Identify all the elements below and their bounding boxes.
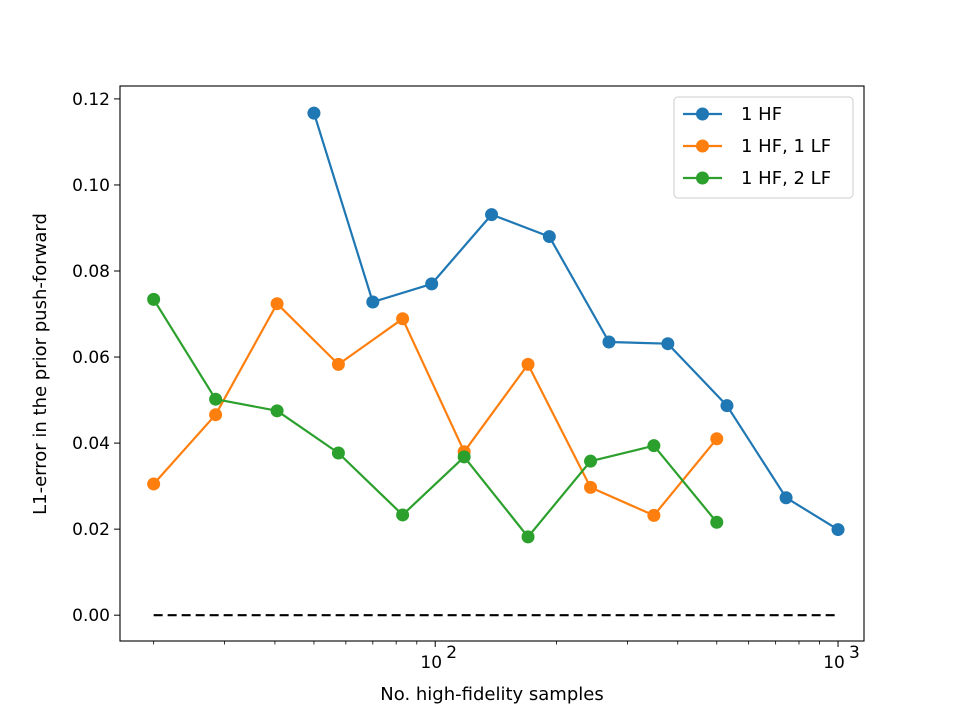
x-tick-label: 10: [420, 653, 442, 673]
data-point: [366, 295, 380, 309]
y-tick-label: 0.10: [72, 176, 110, 196]
y-tick-label: 0.02: [72, 520, 110, 540]
data-point: [647, 508, 661, 522]
legend-marker: [696, 139, 709, 153]
legend: 1 HF 1 HF, 1 LF 1 HF, 2 LF: [673, 96, 854, 199]
y-tick-label: 0.04: [72, 434, 110, 454]
x-tick-exponent: 3: [849, 643, 860, 663]
data-point: [521, 357, 535, 371]
legend-marker: [696, 107, 709, 121]
data-point: [209, 408, 223, 422]
data-point: [331, 357, 345, 371]
series-line: [152, 298, 718, 539]
data-point: [779, 491, 793, 505]
data-point: [602, 335, 616, 349]
data-point: [521, 530, 535, 544]
data-point: [147, 292, 161, 306]
x-tick-label: 10: [823, 653, 845, 673]
legend-box: [673, 96, 854, 199]
data-point: [396, 312, 410, 326]
data-point: [209, 392, 223, 406]
y-tick-label: 0.12: [72, 90, 110, 110]
legend-label: 1 HF, 2 LF: [741, 168, 831, 189]
data-point: [542, 230, 556, 244]
data-point: [270, 404, 284, 418]
data-point: [720, 399, 734, 413]
x-axis: 10 2 10 3: [153, 641, 860, 673]
y-tick-label: 0.06: [72, 348, 110, 368]
data-point: [147, 477, 161, 491]
data-point: [710, 432, 724, 446]
legend-marker: [696, 171, 709, 185]
plot-area: [147, 106, 845, 617]
data-point: [584, 454, 598, 468]
series-line: [152, 302, 718, 517]
axes-frame: [119, 85, 865, 642]
data-point: [647, 439, 661, 453]
legend-label: 1 HF, 1 LF: [741, 136, 831, 157]
legend-label: 1 HF: [741, 104, 782, 125]
data-point: [425, 277, 439, 291]
y-axis-label: L1-error in the prior push-forward: [30, 213, 51, 515]
data-point: [331, 446, 345, 460]
data-point: [396, 508, 410, 522]
data-point: [831, 523, 845, 537]
x-axis-label: No. high-fidelity samples: [380, 684, 603, 705]
y-axis: 0.00 0.02 0.04 0.06 0.08 0.10 0.12: [72, 90, 120, 626]
series-line: [312, 112, 839, 531]
data-point: [584, 480, 598, 494]
data-point: [661, 337, 675, 351]
data-point: [307, 106, 321, 120]
y-tick-label: 0.08: [72, 262, 110, 282]
data-point: [457, 450, 471, 464]
y-tick-label: 0.00: [72, 606, 110, 626]
data-point: [485, 208, 499, 222]
data-point: [710, 515, 724, 529]
x-tick-exponent: 2: [446, 643, 457, 663]
data-point: [270, 297, 284, 311]
